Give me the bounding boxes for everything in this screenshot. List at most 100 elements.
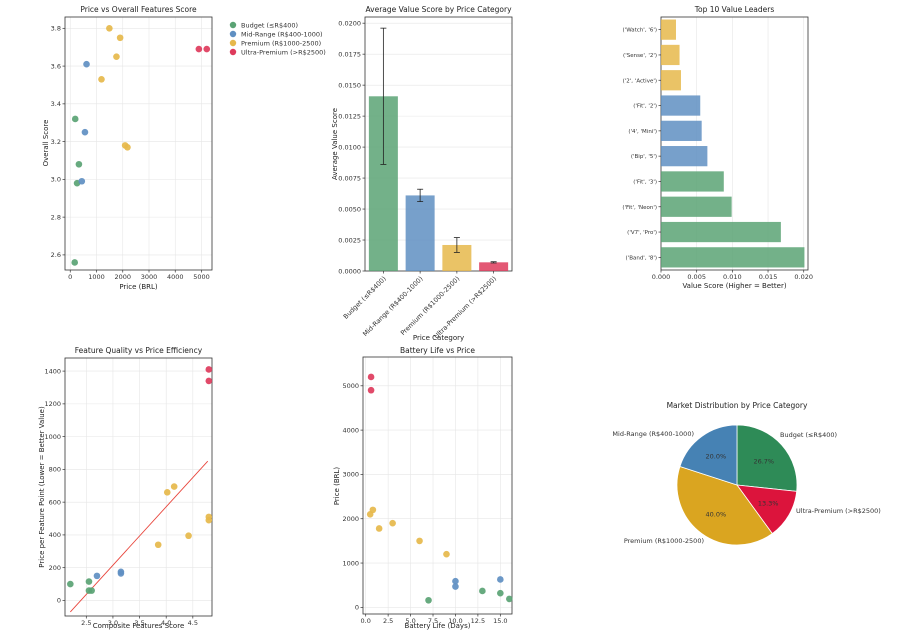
y-tick-label: ('Fit', '2') — [633, 104, 657, 110]
plot-frame — [660, 16, 809, 271]
x-tick-label: 7.5 — [428, 617, 438, 625]
point-budget — [497, 589, 504, 597]
legend-label-ultra: Ultra-Premium (>R$2500) — [241, 49, 326, 57]
y-tick-label: 1000 — [44, 433, 61, 441]
x-tick-label: 4.0 — [161, 619, 171, 627]
point-premium — [124, 143, 131, 151]
plot-frame — [64, 357, 213, 617]
y-tick-label: 2000 — [342, 515, 359, 523]
y-tick-label: 0.0100 — [338, 143, 361, 151]
point-budget — [71, 259, 79, 266]
point-mid-range — [93, 572, 101, 580]
x-tick-label: 12.5 — [471, 617, 485, 625]
y-tick-label: 3.0 — [51, 176, 61, 184]
x-tick-label: Ultra-Premium (>R$2500) — [432, 275, 498, 341]
chart-avg-value-by-category: Average Value Score by Price Category Pr… — [331, 5, 513, 342]
point-premium — [369, 506, 377, 514]
bar — [661, 221, 781, 243]
chart-market-distribution: Market Distribution by Price Category 26… — [612, 401, 881, 546]
x-tick-label: Mid-Range (R$400-1000) — [361, 275, 424, 338]
y-axis-label: Price per Feature Point (Lower = Better … — [38, 406, 46, 568]
legend-marker-budget — [229, 21, 237, 29]
y-tick-label: ('4', 'Mini') — [628, 129, 657, 135]
pie-category-label: Premium (R$1000-2500) — [624, 537, 704, 545]
x-tick-label: 5.0 — [405, 617, 415, 625]
pie-pct-label: 26.7% — [753, 457, 774, 465]
y-tick-label: 3.8 — [51, 25, 61, 33]
pie-pct-label: 40.0% — [706, 511, 727, 519]
x-tick-label: 4.5 — [188, 619, 198, 627]
x-tick-label: 0.0 — [361, 617, 371, 625]
pie-slice — [679, 424, 738, 486]
chart-price-vs-score: Price vs Overall Features Score Price (B… — [42, 5, 213, 291]
x-tick-label: 2.5 — [383, 617, 393, 625]
point-ultra-premium — [195, 45, 203, 53]
pie-category-label: Ultra-Premium (>R$2500) — [796, 507, 881, 515]
y-tick-label: ('Band', '8') — [626, 255, 657, 261]
y-tick-label: 0.0000 — [338, 267, 361, 275]
x-tick-label: 15.0 — [493, 617, 507, 625]
x-tick-label: 0.010 — [723, 273, 742, 281]
y-tick-label: 0.0050 — [338, 205, 361, 213]
point-budget — [75, 160, 83, 168]
chart-battery-vs-price: Battery Life vs Price Battery Life (Days… — [333, 346, 513, 630]
y-axis-label: Average Value Score — [331, 108, 339, 180]
point-mid-range — [81, 128, 89, 136]
x-tick-label: 3.0 — [108, 619, 118, 627]
bar — [479, 262, 509, 271]
y-tick-label: 0.0200 — [338, 19, 361, 27]
x-tick-label: 3000 — [141, 273, 158, 281]
point-premium — [116, 34, 124, 42]
x-tick-label: 5000 — [193, 273, 210, 281]
chart-title: Battery Life vs Price — [400, 346, 475, 355]
y-tick-label: ('Fit', '3') — [633, 179, 657, 185]
point-premium — [98, 76, 105, 83]
trend-line — [69, 460, 209, 613]
point-budget — [88, 587, 95, 594]
x-tick-label: 0.020 — [794, 273, 813, 281]
y-tick-label: 400 — [49, 531, 61, 539]
chart-title: Average Value Score by Price Category — [365, 5, 512, 14]
bar — [405, 195, 435, 271]
y-tick-label: 3.4 — [51, 100, 61, 108]
point-mid-range — [497, 576, 504, 583]
point-premium — [163, 489, 171, 496]
y-tick-label: ('Sense', '2') — [623, 53, 657, 59]
bar — [661, 44, 680, 66]
bar — [661, 196, 732, 217]
x-tick-label: 0 — [68, 273, 72, 281]
x-tick-label: 0.005 — [687, 273, 706, 281]
point-premium — [106, 25, 113, 32]
point-mid-range — [78, 177, 86, 185]
chart-quality-vs-efficiency: Feature Quality vs Price Efficiency Comp… — [38, 346, 213, 630]
point-budget — [506, 595, 513, 603]
y-tick-label: ('Fit', 'Neon') — [622, 205, 657, 211]
x-tick-label: 10.0 — [448, 617, 462, 625]
y-tick-label: 4000 — [342, 426, 359, 434]
chart-title: Market Distribution by Price Category — [667, 401, 808, 410]
point-premium — [113, 53, 120, 60]
y-tick-label: 1400 — [44, 367, 61, 375]
point-ultra-premium — [205, 377, 213, 385]
bar — [661, 95, 701, 116]
point-premium — [205, 516, 213, 524]
y-tick-label: 2.8 — [51, 213, 61, 221]
point-budget — [67, 580, 74, 588]
chart-title: Top 10 Value Leaders — [694, 5, 775, 14]
x-tick-label: 0.015 — [759, 273, 778, 281]
point-ultra-premium — [367, 386, 375, 394]
x-tick-label: 0.000 — [652, 273, 671, 281]
legend-marker-ultra — [229, 48, 237, 56]
x-axis-label: Battery Life (Days) — [405, 622, 471, 630]
y-axis-label: Price (BRL) — [333, 467, 341, 506]
pie-pct-label: 13.3% — [758, 500, 779, 508]
x-tick-label: 2.5 — [81, 619, 91, 627]
point-budget — [479, 587, 486, 595]
point-budget — [85, 578, 93, 585]
pie-slice — [736, 424, 798, 492]
y-tick-label: 0 — [355, 604, 359, 612]
legend-marker-premium — [229, 39, 237, 47]
y-axis-label: Overall Score — [42, 120, 50, 167]
y-tick-label: ('V7', 'Pro') — [627, 230, 657, 236]
point-mid-range — [83, 60, 90, 68]
